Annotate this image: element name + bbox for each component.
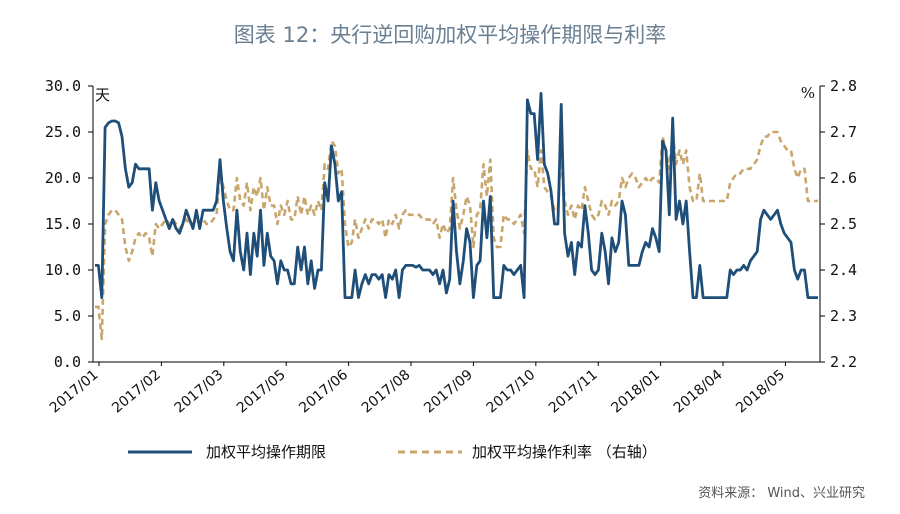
series-layer xyxy=(95,92,818,341)
series-line-duration xyxy=(95,92,818,300)
left-tick-label: 30.0 xyxy=(45,77,81,95)
left-axis-ticks: 0.0 5.0 10.0 15.0 20.0 25.0 30.0 xyxy=(45,77,93,371)
right-unit-label: % xyxy=(801,84,815,102)
x-tick-label: 2017/09 xyxy=(421,367,476,417)
legend: 加权平均操作期限 加权平均操作利率 （右轴） xyxy=(128,443,657,461)
x-tick-label: 2017/11 xyxy=(546,367,601,417)
left-tick-label: 20.0 xyxy=(45,169,81,187)
x-tick-label: 2017/02 xyxy=(109,367,164,417)
legend-label-rate: 加权平均操作利率 （右轴） xyxy=(472,443,657,461)
source-note: 资料来源： Wind、兴业研究 xyxy=(698,486,865,501)
x-tick-label: 2018/05 xyxy=(733,367,788,417)
x-tick-label: 2017/06 xyxy=(296,367,351,417)
right-tick-label: 2.3 xyxy=(830,307,857,325)
plot-frame xyxy=(92,86,821,363)
x-tick-label: 2017/05 xyxy=(234,367,289,417)
left-unit-label: 天 xyxy=(95,86,110,104)
x-tick-label: 2017/10 xyxy=(484,367,539,417)
left-tick-label: 25.0 xyxy=(45,123,81,141)
right-tick-label: 2.4 xyxy=(830,261,857,279)
right-tick-label: 2.2 xyxy=(830,353,857,371)
left-tick-label: 15.0 xyxy=(45,215,81,233)
x-axis-ticks: 2017/01 2017/02 2017/03 2017/05 2017/06 2017/… xyxy=(47,362,788,416)
x-tick-label: 2017/01 xyxy=(47,367,102,417)
x-tick-label: 2017/03 xyxy=(172,367,227,417)
right-tick-label: 2.8 xyxy=(830,77,857,95)
right-tick-label: 2.5 xyxy=(830,215,857,233)
right-axis-ticks: 2.2 2.3 2.4 2.5 2.6 2.7 2.8 xyxy=(820,77,857,371)
left-tick-label: 0.0 xyxy=(54,353,81,371)
right-tick-label: 2.7 xyxy=(830,123,857,141)
left-tick-label: 10.0 xyxy=(45,261,81,279)
x-tick-label: 2018/04 xyxy=(671,367,726,417)
legend-label-duration: 加权平均操作期限 xyxy=(206,443,326,461)
x-tick-label: 2017/08 xyxy=(359,367,414,417)
left-tick-label: 5.0 xyxy=(54,307,81,325)
chart-title: 图表 12：央行逆回购加权平均操作期限与利率 xyxy=(234,23,666,47)
right-tick-label: 2.6 xyxy=(830,169,857,187)
x-tick-label: 2018/01 xyxy=(608,367,663,417)
